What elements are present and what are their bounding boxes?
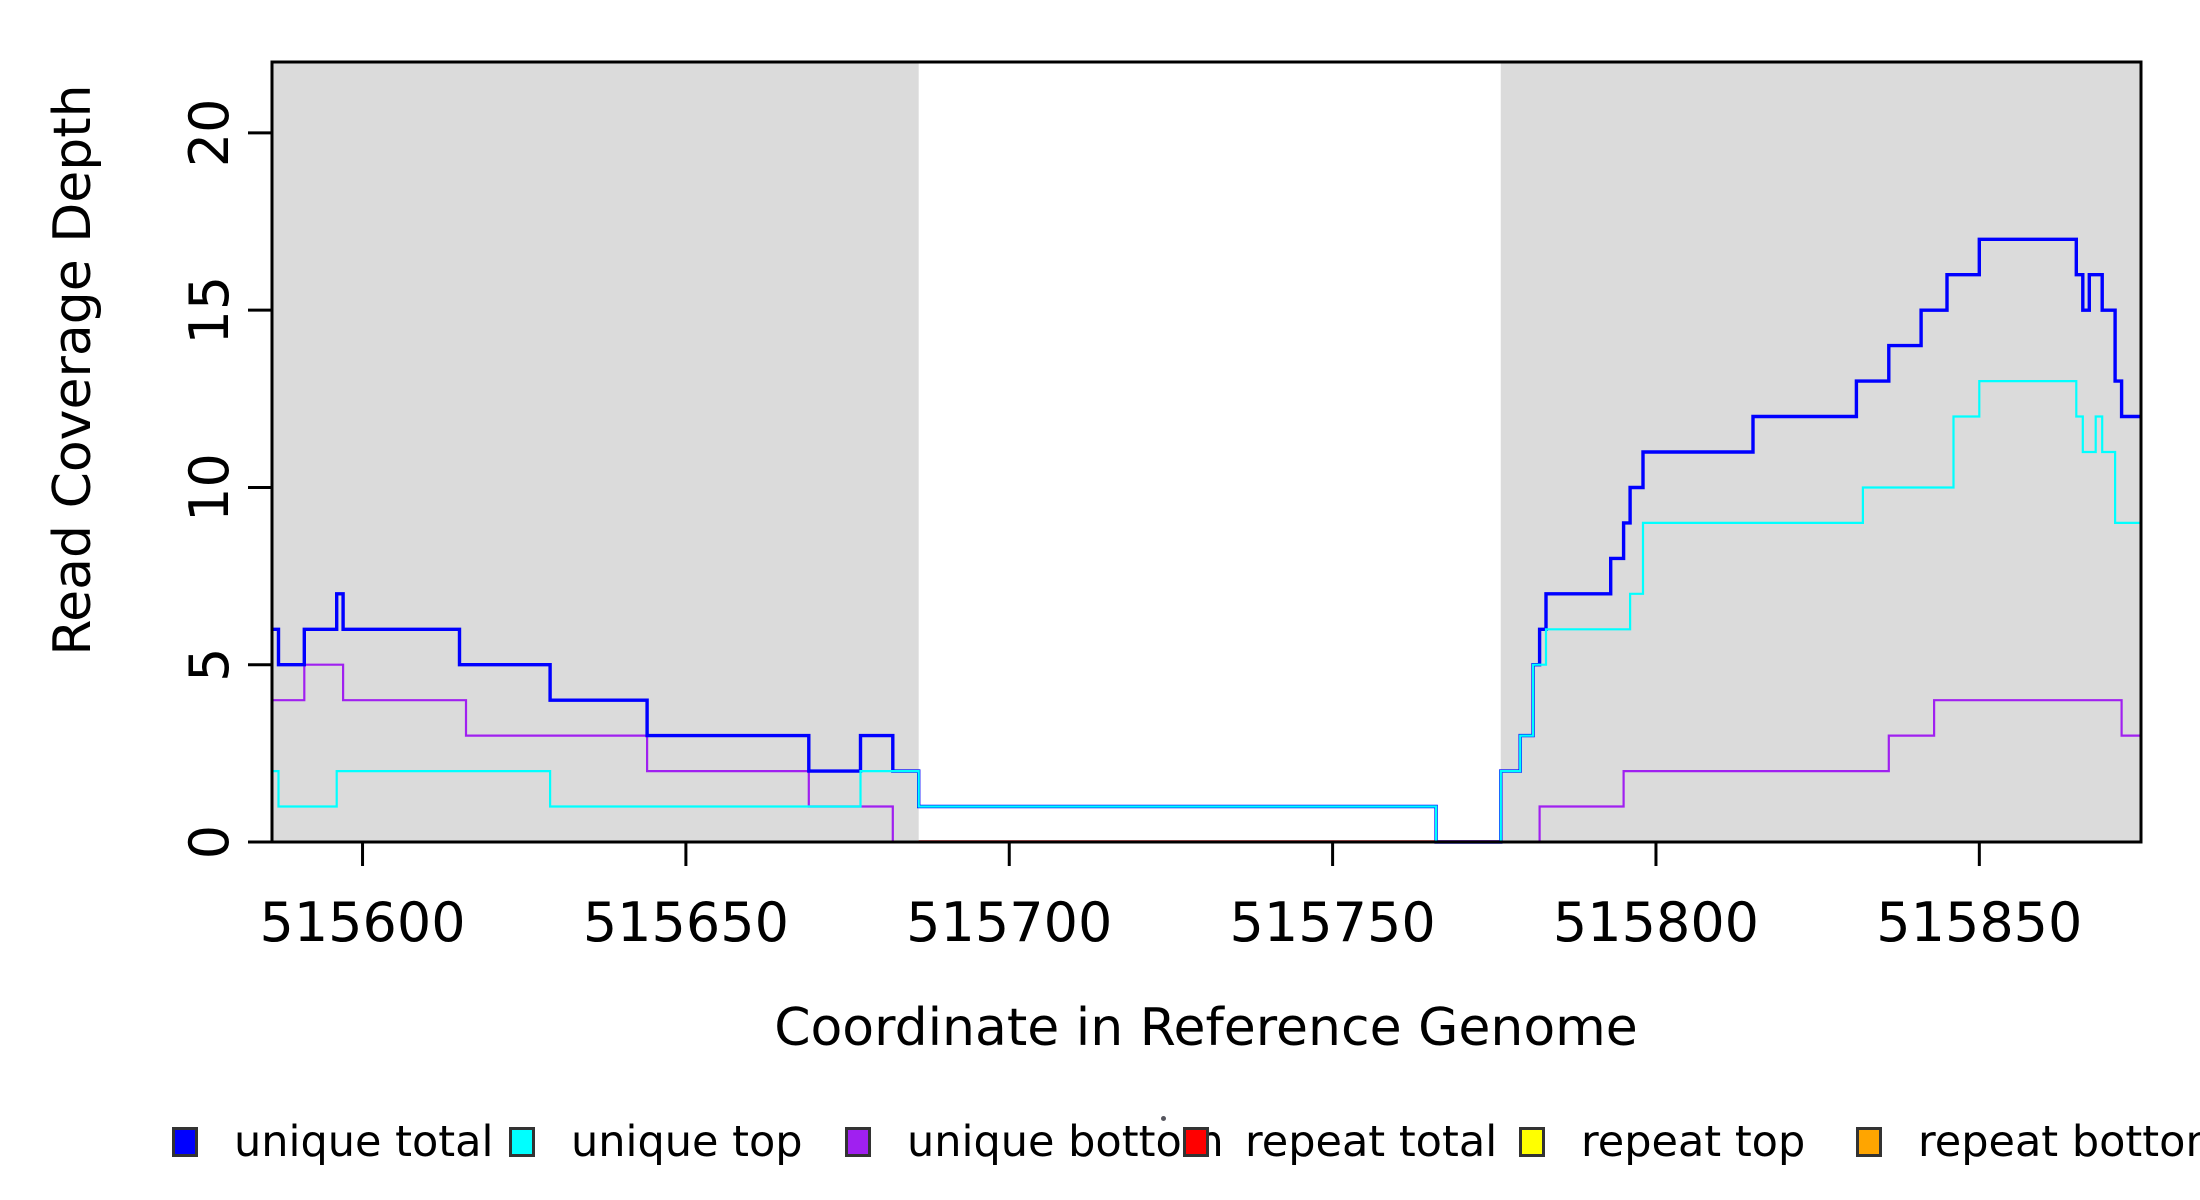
x-tick-label: 515750 (1230, 891, 1436, 954)
legend-swatch-unique-top (509, 1127, 535, 1157)
legend-swatch-repeat-total (1183, 1127, 1209, 1157)
legend-label: repeat total (1245, 1117, 1498, 1167)
legend-label: repeat top (1581, 1117, 1806, 1167)
x-tick-label: 515650 (583, 891, 789, 954)
legend-swatch-repeat-bottom (1856, 1127, 1882, 1157)
legend-swatch-unique-total (172, 1127, 198, 1157)
y-tick-label: 5 (178, 648, 241, 682)
legend-label: unique bottom (907, 1117, 1224, 1167)
y-tick-label: 0 (178, 825, 241, 859)
series-unique-top-line (272, 380, 2141, 844)
legend-item-repeat-top[interactable]: repeat top (1519, 1117, 1805, 1167)
legend-label: unique top (571, 1117, 803, 1167)
y-tick-label: 20 (178, 99, 241, 168)
x-tick-label: 515800 (1553, 891, 1759, 954)
legend-item-repeat-total[interactable]: repeat total (1183, 1117, 1497, 1167)
y-tick-label: 15 (178, 276, 241, 345)
legend-swatch-repeat-top (1519, 1127, 1545, 1157)
legend-item-unique-top[interactable]: unique top (509, 1117, 803, 1167)
x-tick-label: 515850 (1876, 891, 2082, 954)
y-tick-label: 10 (178, 453, 241, 522)
axes: 515600 515650 515700 515750 515800 515850 0 5 10… (178, 99, 2082, 954)
x-tick-label: 515600 (259, 891, 465, 954)
x-axis-title: Coordinate in Reference Genome (774, 998, 1638, 1058)
stray-mark (1161, 1116, 1166, 1121)
region-shaded-right (1500, 62, 2141, 842)
legend-item-repeat-bottom[interactable]: repeat bottom (1856, 1117, 2200, 1167)
legend-item-unique-total[interactable]: unique total (172, 1117, 493, 1167)
legend-label: unique total (234, 1117, 494, 1167)
y-axis-title: Read Coverage Depth (43, 84, 103, 655)
legend-label: repeat bottom (1918, 1117, 2200, 1167)
legend-item-unique-bottom[interactable]: unique bottom (845, 1117, 1224, 1167)
series-unique-total-line (272, 237, 2141, 844)
x-tick-label: 515700 (906, 891, 1112, 954)
shaded-regions (272, 62, 2141, 842)
plot-border (270, 60, 2143, 844)
series-unique-bottom-line (272, 663, 2141, 844)
region-shaded-left (272, 62, 919, 842)
legend-swatch-unique-bottom (845, 1127, 871, 1157)
